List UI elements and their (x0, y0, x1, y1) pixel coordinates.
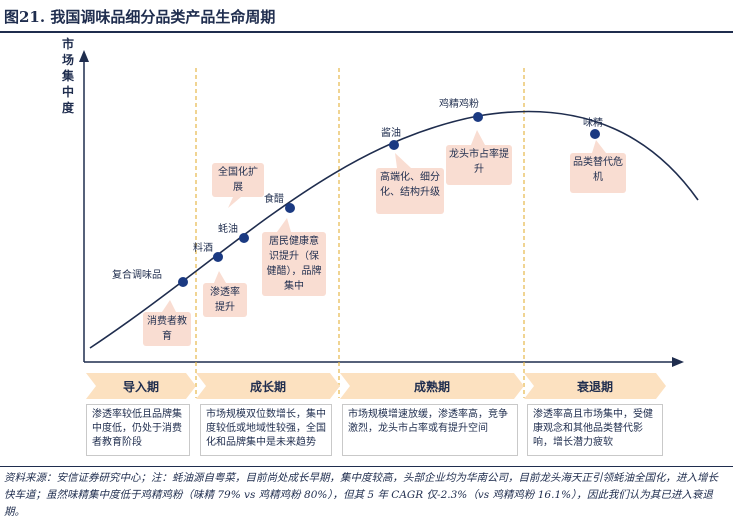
note-pointer-3 (162, 300, 176, 312)
phase-label-decline: 衰退期 (576, 379, 613, 394)
note-pointer-5 (395, 153, 411, 168)
lifecycle-diagram (79, 50, 699, 399)
note-callout: 高端化、细分化、结构升级 (376, 168, 444, 214)
point-label: 复合调味品 (112, 270, 162, 281)
point-marker (178, 277, 188, 287)
point-label: 蚝油 (218, 224, 238, 235)
note-callout: 全国化扩展 (212, 163, 264, 197)
point-label: 酱油 (381, 128, 401, 139)
phase-banner-2 (196, 373, 340, 399)
point-label: 食醋 (264, 194, 284, 205)
phase-description-maturity: 市场规模增速放缓，渗透率高，竞争激烈，龙头市占率或有提升空间 (342, 404, 518, 456)
y-axis-arrow (79, 50, 89, 62)
note-pointer-7 (592, 140, 606, 153)
phase-banner-3 (340, 373, 524, 399)
phase-label-maturity: 成熟期 (413, 379, 450, 394)
phase-description-decline: 渗透率高且市场集中，受健康观念和其他品类替代影响，增长潜力疲软 (527, 404, 663, 456)
lifecycle-curve (89, 110, 699, 349)
phase-description-growth: 市场规模双位数增长，集中度较低或地域性较强，全国化和品牌集中是未来趋势 (200, 404, 332, 456)
phase-description-intro: 渗透率较低且品牌集中度低，仍处于消费者教育阶段 (86, 404, 190, 456)
note-pointer-6 (471, 130, 485, 145)
point-marker (213, 252, 223, 262)
point-marker (473, 112, 483, 122)
note-pointer-2 (214, 271, 226, 283)
point-label: 味精 (583, 118, 603, 129)
point-marker (239, 233, 249, 243)
figure-title: 图21. 我国调味品细分品类产品生命周期 (4, 8, 276, 26)
note-pointer-1 (228, 197, 241, 208)
title-rule (0, 31, 733, 33)
note-callout: 渗透率提升 (203, 283, 247, 317)
point-label: 料酒 (193, 243, 213, 254)
phase-banner-4 (524, 373, 666, 399)
point-marker (285, 203, 295, 213)
source-note: 资料来源：安信证券研究中心；注：蚝油源自粤菜，目前尚处成长早期，集中度较高，头部… (4, 472, 718, 518)
note-callout: 龙头市占率提升 (446, 145, 512, 185)
phase-label-intro: 导入期 (122, 379, 159, 394)
note-callout: 品类替代危机 (570, 153, 626, 193)
source-rule (0, 466, 733, 467)
x-axis-arrow (672, 357, 684, 367)
y-axis-label: 市场集中度 (61, 37, 74, 115)
point-label: 鸡精鸡粉 (439, 99, 479, 110)
note-callout: 居民健康意识提升（保健醋），品牌集中 (262, 232, 326, 296)
point-marker (590, 129, 600, 139)
note-callout: 消费者教育 (143, 312, 191, 346)
note-pointer-4 (277, 218, 291, 232)
phase-label-growth: 成长期 (249, 379, 286, 394)
point-marker (389, 140, 399, 150)
phase-banner-1 (86, 373, 196, 399)
